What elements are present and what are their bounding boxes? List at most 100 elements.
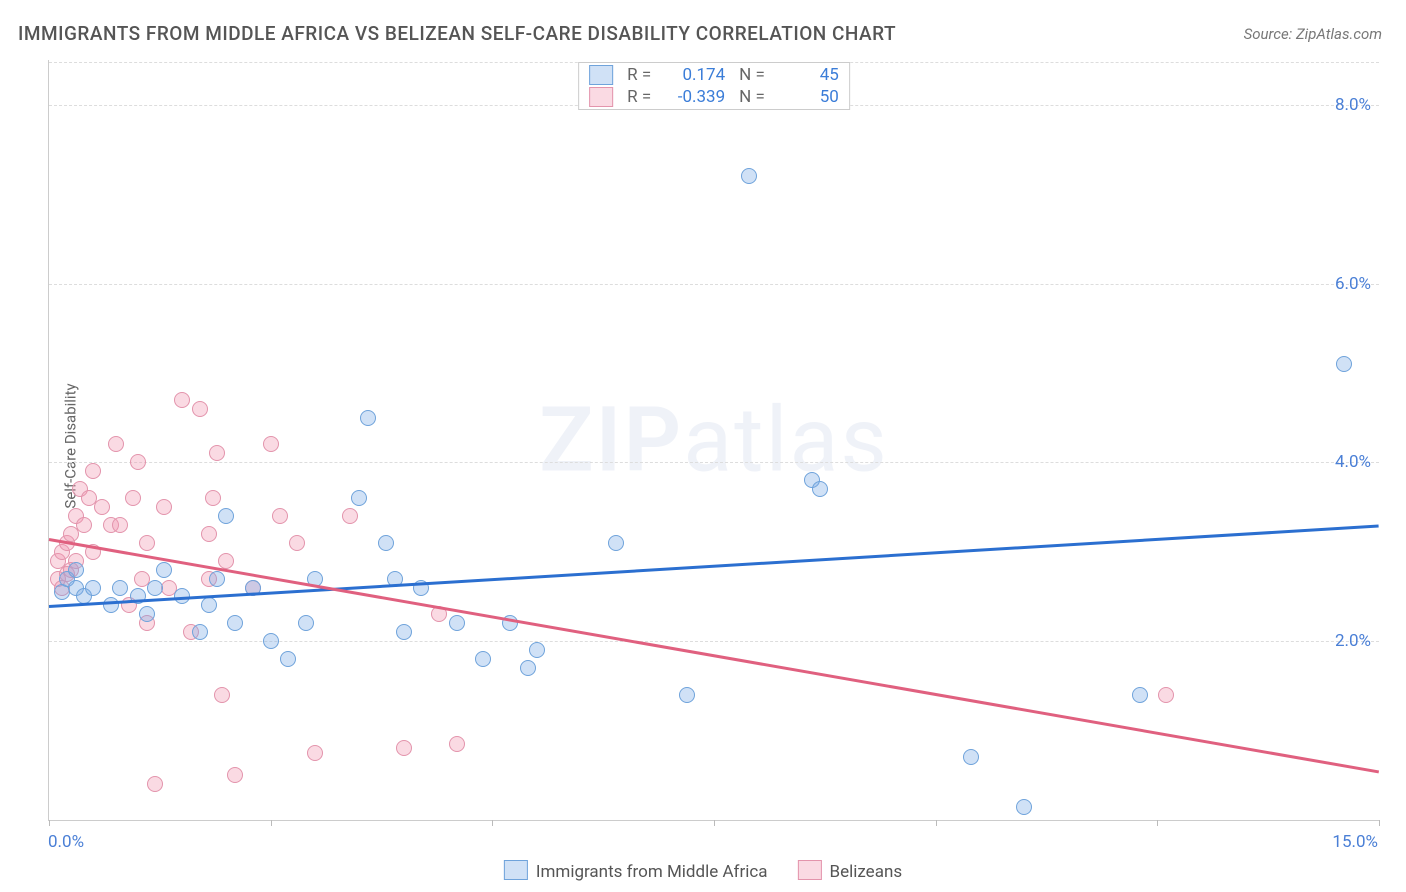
scatter-point: [201, 597, 217, 613]
scatter-point: [298, 615, 314, 631]
watermark-bold: ZIP: [539, 388, 683, 493]
series-legend: Immigrants from Middle Africa Belizeans: [504, 860, 902, 882]
scatter-point: [342, 508, 358, 524]
source-prefix: Source:: [1244, 25, 1296, 43]
scatter-point: [139, 606, 155, 622]
x-axis-max-label: 15.0%: [1332, 832, 1378, 852]
scatter-point: [1016, 799, 1032, 815]
scatter-point: [201, 526, 217, 542]
legend-item: Belizeans: [798, 860, 903, 882]
y-tick-label: 8.0%: [1335, 95, 1371, 115]
scatter-point: [147, 776, 163, 792]
x-tick: [1379, 820, 1380, 826]
scatter-point: [68, 562, 84, 578]
x-axis-min-label: 0.0%: [48, 832, 84, 852]
legend-swatch: [589, 87, 613, 107]
scatter-point: [1336, 356, 1352, 372]
source-attribution: Source: ZipAtlas.com: [1244, 25, 1382, 43]
scatter-point: [209, 445, 225, 461]
scatter-point: [272, 508, 288, 524]
scatter-point: [156, 562, 172, 578]
legend-n-label: N =: [739, 65, 765, 85]
scatter-point: [218, 553, 234, 569]
watermark-rest: atlas: [683, 388, 889, 493]
gridline: [49, 462, 1379, 463]
scatter-point: [280, 651, 296, 667]
scatter-point: [112, 517, 128, 533]
scatter-point: [108, 436, 124, 452]
scatter-point: [396, 740, 412, 756]
legend-n-value: 45: [779, 65, 839, 85]
scatter-point: [812, 481, 828, 497]
legend-n-label: N =: [739, 87, 765, 107]
y-tick-label: 6.0%: [1335, 274, 1371, 294]
legend-r-value: 0.174: [665, 65, 725, 85]
x-tick: [271, 820, 272, 826]
scatter-point: [289, 535, 305, 551]
scatter-point: [192, 624, 208, 640]
scatter-point: [741, 168, 757, 184]
chart-container: IMMIGRANTS FROM MIDDLE AFRICA VS BELIZEA…: [0, 0, 1406, 892]
legend-swatch: [589, 65, 613, 85]
legend-label: Belizeans: [830, 862, 903, 882]
scatter-point: [209, 571, 225, 587]
x-tick: [492, 820, 493, 826]
watermark: ZIPatlas: [539, 388, 889, 493]
gridline: [49, 284, 1379, 285]
scatter-point: [679, 687, 695, 703]
scatter-point: [360, 410, 376, 426]
scatter-point: [475, 651, 491, 667]
scatter-point: [449, 736, 465, 752]
scatter-point: [449, 615, 465, 631]
scatter-point: [227, 615, 243, 631]
scatter-point: [139, 535, 155, 551]
legend-r-value: -0.339: [665, 87, 725, 107]
scatter-point: [963, 749, 979, 765]
scatter-point: [94, 499, 110, 515]
legend-swatch: [798, 860, 822, 880]
scatter-point: [205, 490, 221, 506]
scatter-point: [130, 454, 146, 470]
scatter-point: [174, 392, 190, 408]
legend-r-label: R =: [627, 65, 651, 85]
scatter-point: [156, 499, 172, 515]
scatter-point: [112, 580, 128, 596]
scatter-point: [147, 580, 163, 596]
scatter-point: [125, 490, 141, 506]
x-tick: [936, 820, 937, 826]
scatter-point: [529, 642, 545, 658]
x-tick: [1157, 820, 1158, 826]
scatter-point: [85, 580, 101, 596]
legend-n-value: 50: [779, 87, 839, 107]
trend-line: [49, 538, 1379, 773]
scatter-point: [351, 490, 367, 506]
scatter-point: [103, 597, 119, 613]
source-link[interactable]: ZipAtlas.com: [1296, 25, 1382, 43]
scatter-point: [520, 660, 536, 676]
scatter-point: [76, 517, 92, 533]
scatter-point: [227, 767, 243, 783]
scatter-point: [1158, 687, 1174, 703]
chart-title: IMMIGRANTS FROM MIDDLE AFRICA VS BELIZEA…: [18, 22, 896, 45]
scatter-point: [396, 624, 412, 640]
scatter-point: [307, 745, 323, 761]
scatter-point: [608, 535, 624, 551]
legend-item: Immigrants from Middle Africa: [504, 860, 768, 882]
gridline: [49, 641, 1379, 642]
y-tick-label: 2.0%: [1335, 631, 1371, 651]
scatter-point: [378, 535, 394, 551]
y-tick-label: 4.0%: [1335, 452, 1371, 472]
scatter-point: [85, 463, 101, 479]
legend-label: Immigrants from Middle Africa: [536, 862, 768, 882]
x-tick: [714, 820, 715, 826]
scatter-point: [263, 633, 279, 649]
scatter-point: [218, 508, 234, 524]
scatter-point: [263, 436, 279, 452]
scatter-point: [1132, 687, 1148, 703]
legend-swatch: [504, 860, 528, 880]
scatter-point: [192, 401, 208, 417]
x-tick: [49, 820, 50, 826]
correlation-legend: R =0.174N =45R =-0.339N =50: [578, 62, 850, 110]
plot-area: ZIPatlas R =0.174N =45R =-0.339N =50 2.0…: [48, 60, 1379, 821]
trend-line: [49, 525, 1379, 608]
